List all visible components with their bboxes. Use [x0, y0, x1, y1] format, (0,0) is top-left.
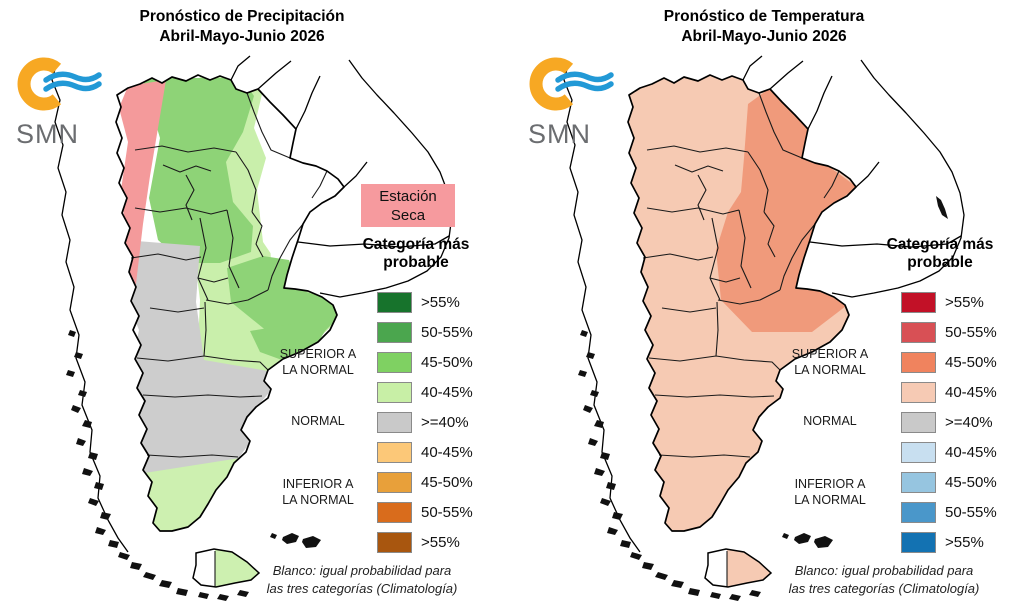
argentina-map-precipitation — [51, 55, 453, 601]
malvinas-islands — [782, 533, 833, 548]
legend-range-label: 45-50% — [421, 354, 473, 371]
footnote: Blanco: igual probabilidad para las tres… — [788, 563, 980, 596]
legend-swatch — [377, 292, 412, 313]
smn-logo: SMN — [14, 56, 110, 150]
legend-precipitation: >55% 50-55% 45-50% 40-45% >=40% 40-45% 45-50% 5… — [377, 292, 473, 562]
temperature-panel: Pronóstico de Temperatura Abril-Mayo-Jun… — [512, 0, 1024, 611]
legend-swatch — [901, 442, 936, 463]
smn-sun-wave-icon — [529, 57, 614, 111]
legend-group-inferior: INFERIOR A LA NORMAL — [794, 477, 866, 507]
legend-swatch — [377, 502, 412, 523]
page-title: Pronóstico de Precipitación Abril-Mayo-J… — [42, 7, 442, 47]
precipitation-panel: Pronóstico de Precipitación Abril-Mayo-J… — [14, 7, 473, 601]
legend-swatch — [377, 412, 412, 433]
legend-swatch — [901, 292, 936, 313]
legend-item: 45-50% — [901, 352, 997, 373]
legend-item: >55% — [901, 532, 997, 553]
legend-range-label: >55% — [421, 294, 460, 311]
legend-range-label: 45-50% — [945, 474, 997, 491]
legend-item: >55% — [901, 292, 997, 313]
legend-range-label: >=40% — [421, 414, 469, 431]
legend-swatch — [377, 442, 412, 463]
legend-swatch — [901, 502, 936, 523]
legend-swatch — [377, 382, 412, 403]
legend-range-label: 50-55% — [421, 324, 473, 341]
legend-swatch — [377, 532, 412, 553]
legend-item: 50-55% — [377, 322, 473, 343]
legend-range-label: 50-55% — [421, 504, 473, 521]
title-line2: Abril-Mayo-Junio 2026 — [681, 28, 847, 45]
page-title: Pronóstico de Temperatura Abril-Mayo-Jun… — [564, 7, 964, 47]
legend-item: 50-55% — [377, 502, 473, 523]
legend-swatch — [901, 352, 936, 373]
legend-item: 45-50% — [377, 352, 473, 373]
legend-heading: Categoría más probable — [886, 236, 994, 271]
legend-swatch — [377, 352, 412, 373]
legend-item: 40-45% — [901, 382, 997, 403]
legend-range-label: 50-55% — [945, 324, 997, 341]
smn-logo: SMN — [526, 56, 622, 150]
legend-group-superior: SUPERIOR A LA NORMAL — [279, 347, 357, 377]
legend-item: 50-55% — [901, 322, 997, 343]
legend-item: >55% — [377, 532, 473, 553]
legend-swatch — [901, 382, 936, 403]
dry-season-label: Estación Seca — [361, 184, 455, 227]
legend-range-label: >55% — [945, 294, 984, 311]
legend-range-label: 50-55% — [945, 504, 997, 521]
legend-range-label: >55% — [945, 534, 984, 551]
legend-swatch — [377, 472, 412, 493]
legend-range-label: >55% — [421, 534, 460, 551]
title-line2: Abril-Mayo-Junio 2026 — [159, 28, 325, 45]
legend-swatch — [901, 472, 936, 493]
smn-logo-text: SMN — [528, 119, 591, 149]
legend-item: 40-45% — [377, 442, 473, 463]
legend-group-normal: NORMAL — [291, 414, 345, 428]
legend-range-label: 40-45% — [421, 444, 473, 461]
smn-sun-wave-icon — [17, 57, 102, 111]
legend-swatch — [901, 412, 936, 433]
legend-range-label: 40-45% — [421, 384, 473, 401]
legend-item: 50-55% — [901, 502, 997, 523]
legend-range-label: >=40% — [945, 414, 993, 431]
legend-range-label: 45-50% — [945, 354, 997, 371]
legend-group-inferior: INFERIOR A LA NORMAL — [282, 477, 354, 507]
legend-item: 40-45% — [377, 382, 473, 403]
legend-swatch — [901, 322, 936, 343]
legend-item: 40-45% — [901, 442, 997, 463]
legend-range-label: 40-45% — [945, 384, 997, 401]
legend-item: >=40% — [377, 412, 473, 433]
brazil-lagoon — [936, 196, 948, 219]
legend-range-label: 40-45% — [945, 444, 997, 461]
malvinas-islands — [270, 533, 321, 548]
legend-heading: Categoría más probable — [362, 236, 470, 271]
legend-item: >55% — [377, 292, 473, 313]
title-line1: Pronóstico de Temperatura — [663, 8, 865, 25]
legend-swatch — [901, 532, 936, 553]
legend-item: >=40% — [901, 412, 997, 433]
legend-group-superior: SUPERIOR A LA NORMAL — [791, 347, 869, 377]
legend-group-normal: NORMAL — [803, 414, 857, 428]
footnote: Blanco: igual probabilidad para las tres… — [266, 563, 458, 596]
legend-temperature: >55% 50-55% 45-50% 40-45% >=40% 40-45% 45-50% 5… — [901, 292, 997, 562]
title-line1: Pronóstico de Precipitación — [139, 8, 345, 25]
legend-item: 45-50% — [901, 472, 997, 493]
legend-item: 45-50% — [377, 472, 473, 493]
legend-swatch — [377, 322, 412, 343]
smn-logo-text: SMN — [16, 119, 79, 149]
argentina-map-temperature — [563, 55, 965, 601]
legend-range-label: 45-50% — [421, 474, 473, 491]
